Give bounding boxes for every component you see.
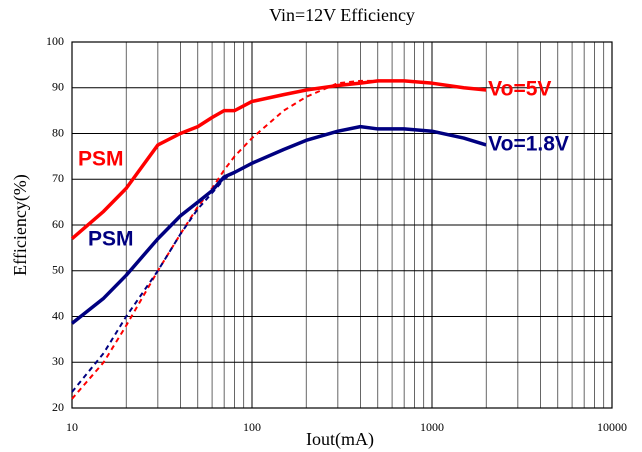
dashed-line <box>71 125 487 393</box>
annotation: PSM <box>88 228 134 251</box>
y-tick-label: 60 <box>52 217 64 231</box>
x-tick-label: 100 <box>243 420 261 434</box>
series-label: Vo=1.8V <box>488 132 569 155</box>
y-tick-label: 40 <box>52 308 64 322</box>
x-tick-label: 10000 <box>597 420 627 434</box>
y-tick-label: 20 <box>52 400 64 414</box>
x-axis-label: Iout(mA) <box>306 429 374 450</box>
annotation: PSM <box>78 148 124 171</box>
y-tick-label: 90 <box>52 80 64 94</box>
y-tick-label: 80 <box>52 125 64 139</box>
plot-frame <box>71 41 613 409</box>
x-tick-label: 10 <box>66 420 78 434</box>
y-tick-label: 30 <box>52 354 64 368</box>
y-tick-label: 100 <box>46 34 64 48</box>
x-tick-label: 1000 <box>420 420 444 434</box>
y-axis-label: Efficiency(%) <box>10 174 31 276</box>
y-tick-label: 70 <box>52 171 64 185</box>
chart-title: Vin=12V Efficiency <box>269 5 415 25</box>
y-tick-label: 50 <box>52 263 64 277</box>
series-label: Vo=5V <box>488 78 551 101</box>
